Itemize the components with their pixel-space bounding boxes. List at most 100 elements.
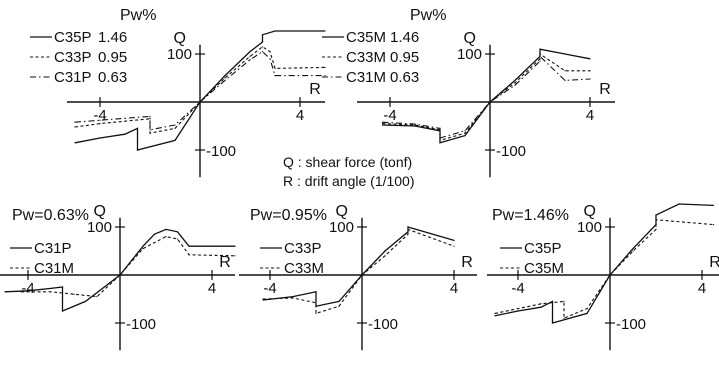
data-point <box>381 123 384 125</box>
data-point <box>149 115 151 117</box>
data-point <box>589 78 591 80</box>
chart-panel-4: -4 4 100 -100 Q R Pw=0.95% C33P C33M <box>239 203 477 351</box>
data-point <box>381 121 384 123</box>
note-q-definition: Q : shear force (tonf) <box>283 154 412 170</box>
data-point <box>269 51 271 53</box>
series-line-c33m <box>382 52 590 142</box>
series-line-c31m <box>21 236 236 298</box>
data-point <box>551 322 554 324</box>
data-point <box>136 127 139 129</box>
legend-label: C35M <box>346 29 386 46</box>
data-point <box>517 310 519 312</box>
legend-label: C31M <box>346 69 386 86</box>
data-point <box>27 290 29 292</box>
data-point <box>261 41 264 43</box>
data-point <box>274 30 276 32</box>
data-point <box>84 300 87 302</box>
data-point <box>262 298 264 300</box>
data-point <box>153 233 156 235</box>
y-tick-label: -100 <box>126 316 156 333</box>
legend-label: C31P <box>54 69 92 86</box>
data-point <box>74 126 76 128</box>
data-point <box>74 121 76 123</box>
y-tick-label: -100 <box>206 143 236 160</box>
data-point <box>73 293 75 295</box>
data-point <box>269 58 271 60</box>
chart-panel-1: -4 4 100 -100 Q R Pw% C35P 1.46 C33P 0.95 C31P 0.63 <box>30 7 326 178</box>
data-point <box>119 274 121 276</box>
data-point <box>61 286 64 288</box>
data-point <box>96 296 98 298</box>
legend-label: C35P <box>54 29 92 46</box>
data-point <box>315 302 317 304</box>
data-point <box>453 245 455 247</box>
y-axis-label: Q <box>94 203 106 220</box>
data-point <box>539 53 541 55</box>
chart-title: Pw=0.95% <box>250 207 327 224</box>
data-point <box>124 117 126 119</box>
data-point <box>464 132 466 134</box>
x-tick-label: -4 <box>21 280 34 297</box>
data-point <box>249 51 251 53</box>
x-axis-label: R <box>309 81 321 98</box>
legend-label: C31P <box>34 240 72 257</box>
y-axis-label: Q <box>336 203 348 220</box>
data-point <box>453 239 455 242</box>
x-axis-label: R <box>599 81 611 98</box>
y-tick-label: 100 <box>577 219 602 236</box>
data-point <box>539 48 541 50</box>
data-point <box>249 55 251 58</box>
data-point <box>514 82 516 84</box>
data-point <box>551 300 554 302</box>
data-point <box>464 130 466 132</box>
y-tick-label: 100 <box>87 219 112 236</box>
data-point <box>188 254 190 256</box>
data-point <box>338 300 340 302</box>
data-point <box>632 248 634 250</box>
data-point <box>262 299 264 301</box>
data-point <box>315 312 317 314</box>
data-point <box>292 297 294 299</box>
data-point <box>61 310 64 312</box>
series-line-c35m <box>494 219 714 320</box>
data-point <box>188 245 190 247</box>
data-point <box>324 30 326 32</box>
x-axis-label: R <box>461 254 473 271</box>
data-point <box>589 70 591 72</box>
data-point <box>655 214 657 216</box>
pw-heading: Pw% <box>120 7 156 24</box>
note-r-definition: R : drift angle (1/100) <box>283 173 415 189</box>
data-point <box>407 231 409 233</box>
data-point <box>632 250 634 252</box>
data-point <box>261 34 264 36</box>
data-point <box>142 245 144 247</box>
data-point <box>99 123 101 125</box>
data-point <box>564 79 566 81</box>
data-point <box>361 274 363 276</box>
data-point <box>174 124 176 126</box>
y-axis-label: Q <box>174 30 186 47</box>
y-tick-label: -100 <box>496 143 526 160</box>
data-point <box>655 228 657 230</box>
data-point <box>338 305 340 307</box>
data-point <box>99 119 101 121</box>
pw-heading: Pw% <box>410 7 446 24</box>
data-point <box>514 84 516 86</box>
legend-label: C35P <box>524 240 562 257</box>
y-tick-label: 100 <box>457 46 482 63</box>
data-point <box>50 287 52 290</box>
data-point <box>678 203 680 205</box>
x-tick-label: 4 <box>208 280 216 297</box>
data-point <box>439 142 441 144</box>
data-point <box>274 67 276 69</box>
legend-label: C31M <box>34 260 74 277</box>
legend-pw-value: 0.95 <box>390 49 419 66</box>
chart-panel-3: -4 4 100 -100 Q R Pw=0.63% C31P C31M <box>0 203 236 351</box>
data-point <box>136 149 139 151</box>
x-tick-label: 4 <box>586 107 594 124</box>
data-point <box>564 70 566 72</box>
y-axis-label: Q <box>584 203 596 220</box>
legend-label: C33P <box>284 240 322 257</box>
data-point <box>224 77 226 79</box>
